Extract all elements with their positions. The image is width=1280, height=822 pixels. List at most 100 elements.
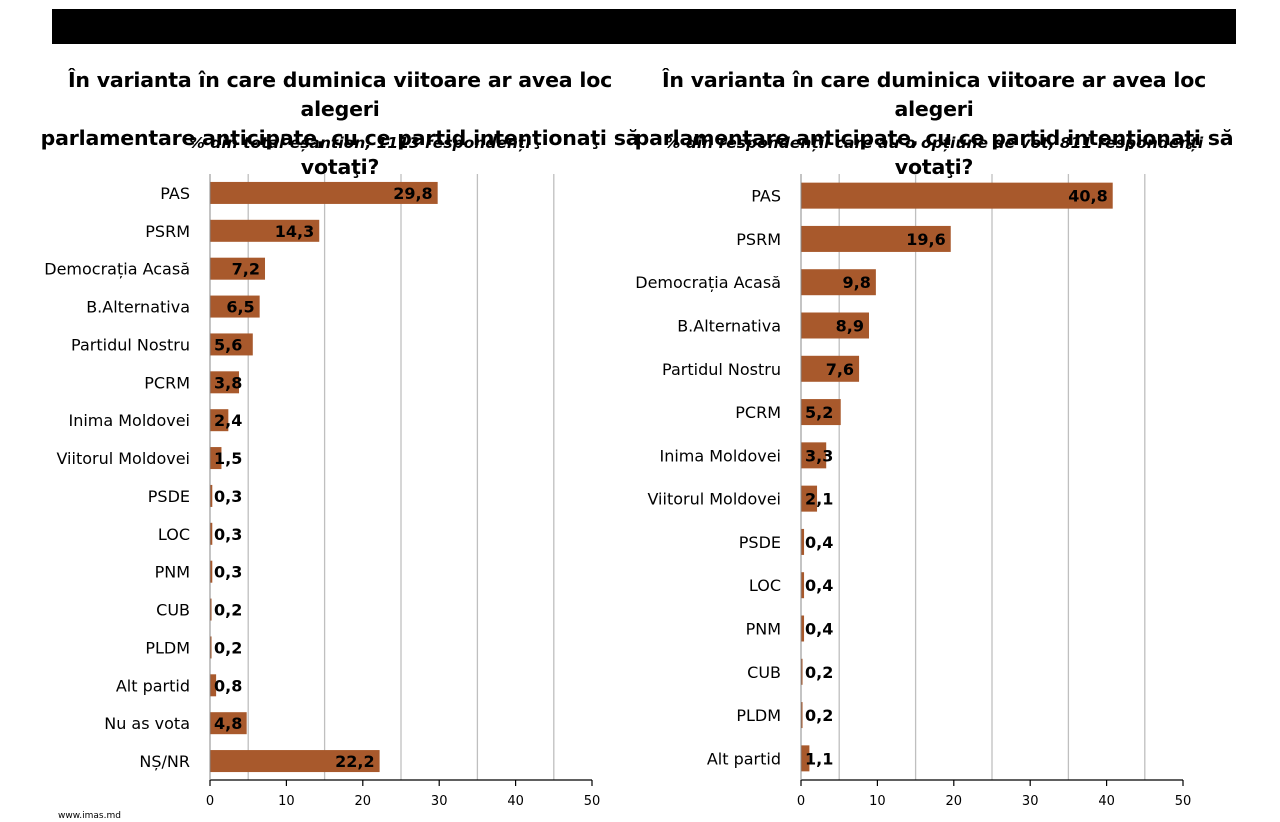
left-value-label: 5,6 xyxy=(214,335,242,354)
top-black-bar xyxy=(52,9,1236,44)
left-category-label: Democrația Acasă xyxy=(44,260,190,279)
left-value-label: 7,2 xyxy=(232,260,260,279)
left-value-label: 0,3 xyxy=(214,563,242,582)
right-category-label: Viitorul Moldovei xyxy=(647,490,781,509)
left-category-label: LOC xyxy=(158,525,190,544)
left-bar xyxy=(210,257,266,280)
right-chart-title: În varianta în care duminica viitoare ar… xyxy=(634,66,1234,182)
right-bar xyxy=(801,615,805,642)
left-chart-title: În varianta în care duminica viitoare ar… xyxy=(40,66,640,182)
left-x-tick-label: 10 xyxy=(278,794,295,809)
right-value-label: 0,4 xyxy=(805,620,833,639)
right-category-label: B.Alternativa xyxy=(677,317,781,336)
right-value-label: 0,4 xyxy=(805,533,833,552)
left-category-label: Alt partid xyxy=(116,676,190,695)
right-bar xyxy=(801,312,869,339)
left-value-label: 0,2 xyxy=(214,638,242,657)
right-category-label: PSRM xyxy=(736,230,781,249)
left-value-label: 0,8 xyxy=(214,676,242,695)
left-value-label: 3,8 xyxy=(214,373,242,392)
left-value-label: 0,3 xyxy=(214,525,242,544)
right-bar xyxy=(801,485,818,512)
left-value-label: 22,2 xyxy=(335,752,374,771)
left-category-label: PSRM xyxy=(145,222,190,241)
left-category-label: PSDE xyxy=(148,487,190,506)
left-bar xyxy=(210,560,213,583)
right-value-label: 3,3 xyxy=(805,446,833,465)
left-value-label: 6,5 xyxy=(226,298,254,317)
right-bar xyxy=(801,442,827,469)
right-value-label: 9,8 xyxy=(843,273,871,292)
right-bar xyxy=(801,225,951,252)
left-bar xyxy=(210,409,229,432)
left-value-label: 0,3 xyxy=(214,487,242,506)
right-value-label: 7,6 xyxy=(826,360,854,379)
left-category-label: PAS xyxy=(160,184,190,203)
right-category-label: Democrația Acasă xyxy=(635,273,781,292)
right-bar xyxy=(801,572,805,599)
right-category-label: PSDE xyxy=(739,533,781,552)
left-bar xyxy=(210,181,438,204)
left-value-label: 29,8 xyxy=(393,184,432,203)
left-value-label: 0,2 xyxy=(214,601,242,620)
left-bar xyxy=(210,712,247,735)
right-bar xyxy=(801,399,841,426)
left-category-label: PNM xyxy=(155,563,190,582)
left-chart-subtitle: % din total eșantion, 1113 respondenți xyxy=(189,134,531,152)
left-value-label: 4,8 xyxy=(214,714,242,733)
right-value-label: 19,6 xyxy=(906,230,945,249)
left-bar xyxy=(210,333,253,356)
left-chart-title-line-1: În varianta în care duminica viitoare ar… xyxy=(67,68,613,121)
right-value-label: 2,1 xyxy=(805,490,833,509)
left-bar xyxy=(210,295,260,318)
right-x-tick-label: 0 xyxy=(797,794,805,809)
right-bar xyxy=(801,702,803,729)
right-category-label: CUB xyxy=(747,663,781,682)
left-x-tick-label: 20 xyxy=(355,794,372,809)
left-bar xyxy=(210,522,213,545)
left-bar xyxy=(210,750,380,773)
left-category-label: Partidul Nostru xyxy=(71,335,190,354)
right-chart-title-line-1: În varianta în care duminica viitoare ar… xyxy=(661,68,1207,121)
right-x-tick-label: 10 xyxy=(869,794,886,809)
right-x-tick-label: 50 xyxy=(1175,794,1192,809)
right-value-label: 0,2 xyxy=(805,663,833,682)
left-x-tick-label: 30 xyxy=(431,794,448,809)
right-category-label: LOC xyxy=(749,576,781,595)
left-category-label: Inima Moldovei xyxy=(68,411,190,430)
right-bar xyxy=(801,658,803,685)
right-bar xyxy=(801,355,860,382)
right-category-label: Partidul Nostru xyxy=(662,360,781,379)
left-category-label: PCRM xyxy=(144,373,190,392)
right-value-label: 1,1 xyxy=(805,749,833,768)
left-bar xyxy=(210,598,212,621)
left-bar xyxy=(210,371,240,394)
right-category-label: PNM xyxy=(746,620,781,639)
right-x-tick-label: 20 xyxy=(946,794,963,809)
left-category-label: CUB xyxy=(156,601,190,620)
source-footer: www.imas.md xyxy=(58,811,121,821)
right-value-label: 8,9 xyxy=(836,317,864,336)
right-category-label: Inima Moldovei xyxy=(659,446,781,465)
left-value-label: 14,3 xyxy=(275,222,314,241)
right-chart-title-line-2: parlamentare anticipate, cu ce partid in… xyxy=(634,126,1234,179)
left-category-label: Nu as vota xyxy=(104,714,190,733)
right-value-label: 40,8 xyxy=(1068,187,1107,206)
right-category-label: PLDM xyxy=(736,706,781,725)
right-category-label: PAS xyxy=(751,187,781,206)
left-category-label: Viitorul Moldovei xyxy=(56,449,190,468)
left-bar xyxy=(210,674,217,697)
right-value-label: 0,4 xyxy=(805,576,833,595)
left-x-tick-label: 40 xyxy=(507,794,524,809)
left-bar xyxy=(210,636,212,659)
right-bar xyxy=(801,745,810,772)
right-bar xyxy=(801,269,876,296)
left-value-label: 1,5 xyxy=(214,449,242,468)
right-bar xyxy=(801,182,1113,209)
left-chart-title-line-2: parlamentare anticipate, cu ce partid in… xyxy=(40,126,640,179)
right-chart-subtitle: % din respondenții care au o opțiune de … xyxy=(664,134,1204,152)
right-category-label: Alt partid xyxy=(707,749,781,768)
left-bar xyxy=(210,484,213,507)
